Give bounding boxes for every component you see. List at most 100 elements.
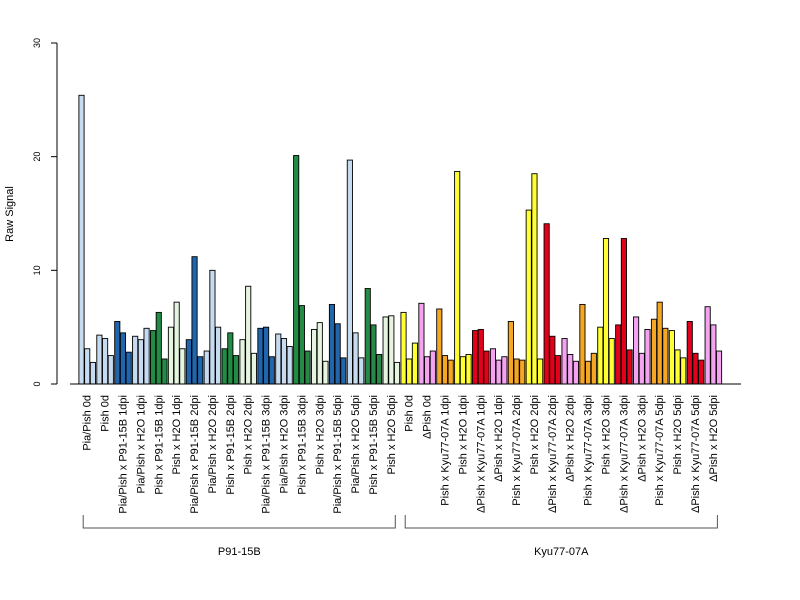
bar <box>322 360 329 385</box>
bar <box>608 338 615 385</box>
bar <box>280 338 288 385</box>
bar <box>704 306 711 385</box>
bar <box>89 361 96 385</box>
bar <box>650 318 658 385</box>
bar <box>686 321 693 385</box>
bar <box>364 288 371 385</box>
bar <box>215 326 222 385</box>
bar <box>132 335 139 385</box>
x-tick-labels: Pia/Pish 0d Pish 0d Pia/Pish x P91-15B 1dp… <box>82 395 720 514</box>
x-tick-label: Pish 0d <box>404 395 416 432</box>
x-tick-label: Pish x Kyu77-07A 2dpi <box>511 395 523 506</box>
group-bracket <box>82 515 396 529</box>
bar <box>692 352 699 385</box>
x-tick-label: Pish x P91-15B 1dpi <box>153 395 165 495</box>
bar <box>96 334 103 385</box>
bar <box>388 315 395 385</box>
x-tick-label: Pish x H2O 3dpi <box>601 395 613 474</box>
y-axis: 0 10 20 30 <box>32 38 58 387</box>
bar <box>597 326 604 385</box>
bar <box>507 321 514 385</box>
bar <box>298 305 305 385</box>
bar <box>554 355 562 385</box>
bar <box>602 238 610 385</box>
y-axis-title: Raw Signal <box>4 186 16 242</box>
y-tick-label: 20 <box>32 152 42 162</box>
bar <box>250 352 257 385</box>
bar <box>513 358 520 385</box>
bar <box>114 321 121 385</box>
bar <box>293 155 300 385</box>
bar <box>358 357 365 385</box>
bar <box>167 326 175 385</box>
bar <box>447 359 454 385</box>
bar <box>334 323 341 385</box>
bar <box>436 308 443 385</box>
x-tick-label: ΔPish x H2O 2dpi <box>565 395 577 482</box>
bar <box>150 330 157 385</box>
bar <box>232 355 240 385</box>
x-tick-label: ΔPish x Kyu77-07A 1dpi <box>475 395 487 513</box>
x-tick-label: Pia/Pish x P91-15B 1dpi <box>117 395 129 514</box>
bar <box>698 359 705 385</box>
bar <box>376 354 383 385</box>
bar <box>656 301 663 385</box>
x-tick-label: Pish 0d <box>100 395 112 432</box>
x-tick-label: ΔPish x H2O 3dpi <box>636 395 648 482</box>
bar <box>209 269 216 385</box>
bar <box>519 359 526 385</box>
bar <box>370 324 377 385</box>
bar <box>674 349 681 385</box>
bar <box>441 355 449 385</box>
bar <box>710 324 717 385</box>
x-tick-label: Pish x H2O 1dpi <box>457 395 469 474</box>
y-tick-label: 0 <box>32 381 42 386</box>
bar <box>716 350 723 385</box>
group-label: P91-15B <box>218 546 261 558</box>
bar <box>465 354 472 385</box>
bar <box>84 348 91 385</box>
bar <box>680 357 687 385</box>
bar <box>418 302 425 385</box>
group-bracket <box>404 515 718 529</box>
bar <box>495 359 502 385</box>
bar <box>107 355 114 385</box>
bar <box>454 170 461 385</box>
bar <box>263 326 270 385</box>
bar <box>620 238 627 385</box>
bar <box>173 301 180 385</box>
x-tick-label: Pish x P91-15B 5dpi <box>368 395 380 495</box>
bar <box>525 209 532 385</box>
bar <box>400 311 407 385</box>
bar <box>191 256 198 385</box>
bar <box>579 303 586 385</box>
bar <box>346 159 353 385</box>
y-tick-label: 10 <box>32 265 42 275</box>
bar <box>626 349 633 385</box>
bar <box>125 351 132 385</box>
x-tick-label: Pish x Kyu77-07A 1dpi <box>440 395 452 506</box>
bar <box>638 352 645 385</box>
bar <box>197 356 204 385</box>
bar <box>245 285 252 385</box>
bar <box>340 357 347 385</box>
x-tick-label: Pia/Pish 0d <box>82 395 94 451</box>
bar <box>590 352 597 385</box>
x-tick-label: ΔPish 0d <box>422 395 434 439</box>
x-tick-label: Pish x Kyu77-07A 3dpi <box>583 395 595 506</box>
x-tick-label: ΔPish x H2O 5dpi <box>708 395 720 482</box>
x-tick-label: Pia/Pish x H2O 5dpi <box>350 395 362 493</box>
bar <box>102 338 109 385</box>
x-tick-label: Pish x H2O 2dpi <box>529 395 541 474</box>
bar <box>567 354 574 385</box>
bar <box>311 328 318 385</box>
x-tick-label: Pia/Pish x P91-15B 3dpi <box>261 395 273 514</box>
x-tick-label: Pish x P91-15B 3dpi <box>296 395 308 495</box>
x-tick-label: Pish x H2O 1dpi <box>171 395 183 474</box>
bar <box>286 346 293 385</box>
x-tick-label: Pia/Pish x P91-15B 5dpi <box>332 395 344 514</box>
x-tick-label: Pia/Pish x H2O 1dpi <box>135 395 147 493</box>
bar <box>477 328 484 385</box>
x-tick-label: Pish x H2O 3dpi <box>314 395 326 474</box>
